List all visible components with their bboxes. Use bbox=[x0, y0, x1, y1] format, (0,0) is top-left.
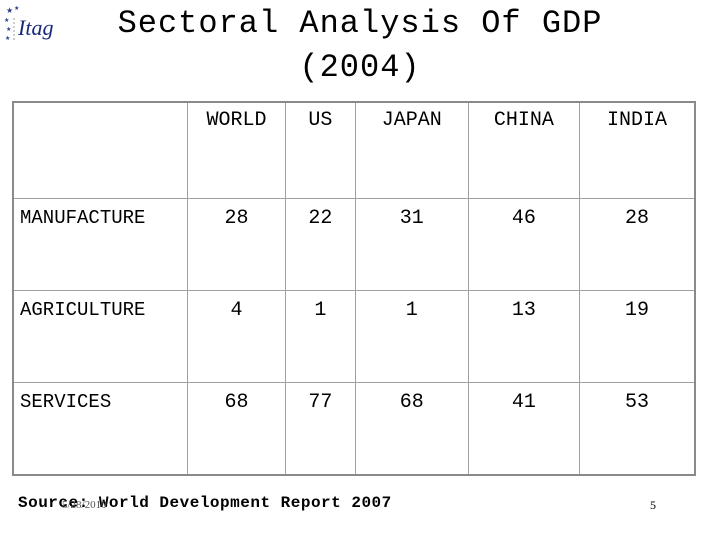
slide-title: Sectoral Analysis Of GDP (2004) bbox=[60, 2, 660, 90]
table-row: MANUFACTURE 28 22 31 46 28 bbox=[12, 198, 696, 291]
title-line: Sectoral Analysis Of GDP bbox=[117, 5, 603, 42]
row-label: SERVICES bbox=[12, 382, 188, 476]
header-cell: CHINA bbox=[467, 101, 581, 199]
table-cell: 28 bbox=[186, 198, 287, 291]
gdp-sector-table: WORLD US JAPAN CHINA INDIA MANUFACTURE 2… bbox=[12, 101, 696, 476]
table-cell: 53 bbox=[579, 382, 696, 476]
table-cell: 4 bbox=[186, 290, 287, 383]
header-cell: US bbox=[285, 101, 356, 199]
table-cell: 1 bbox=[285, 290, 356, 383]
row-label: AGRICULTURE bbox=[12, 290, 188, 383]
table-cell: 68 bbox=[186, 382, 287, 476]
table-header-row: WORLD US JAPAN CHINA INDIA bbox=[12, 101, 696, 199]
svg-text:★: ★ bbox=[5, 35, 10, 42]
logo-wordmark: Itag bbox=[17, 15, 53, 40]
svg-text:★: ★ bbox=[4, 17, 9, 24]
table-cell: 46 bbox=[467, 198, 581, 291]
table-cell: 31 bbox=[354, 198, 469, 291]
itag-logo: ★ ★ ★ ★ ★ Itag bbox=[4, 4, 76, 44]
table-cell: 68 bbox=[354, 382, 469, 476]
row-label: MANUFACTURE bbox=[12, 198, 188, 291]
header-cell bbox=[12, 101, 188, 199]
table-row: SERVICES 68 77 68 41 53 bbox=[12, 382, 696, 476]
header-cell: INDIA bbox=[579, 101, 696, 199]
header-cell: WORLD bbox=[186, 101, 287, 199]
svg-text:★: ★ bbox=[14, 5, 19, 12]
header-cell: JAPAN bbox=[354, 101, 469, 199]
table-cell: 13 bbox=[467, 290, 581, 383]
table-row: AGRICULTURE 4 1 1 13 19 bbox=[12, 290, 696, 383]
title-year: (2004) bbox=[299, 49, 421, 86]
table-cell: 1 bbox=[354, 290, 469, 383]
table-cell: 22 bbox=[285, 198, 356, 291]
table-cell: 77 bbox=[285, 382, 356, 476]
svg-text:★: ★ bbox=[6, 6, 13, 15]
page-number: 5 bbox=[650, 498, 656, 512]
source-note: Source: World Development Report 2007 bbox=[18, 494, 392, 512]
table-cell: 41 bbox=[467, 382, 581, 476]
table-cell: 19 bbox=[579, 290, 696, 383]
svg-text:★: ★ bbox=[6, 26, 11, 33]
slide-date: 5/28/2010 bbox=[62, 499, 107, 511]
table-cell: 28 bbox=[579, 198, 696, 291]
